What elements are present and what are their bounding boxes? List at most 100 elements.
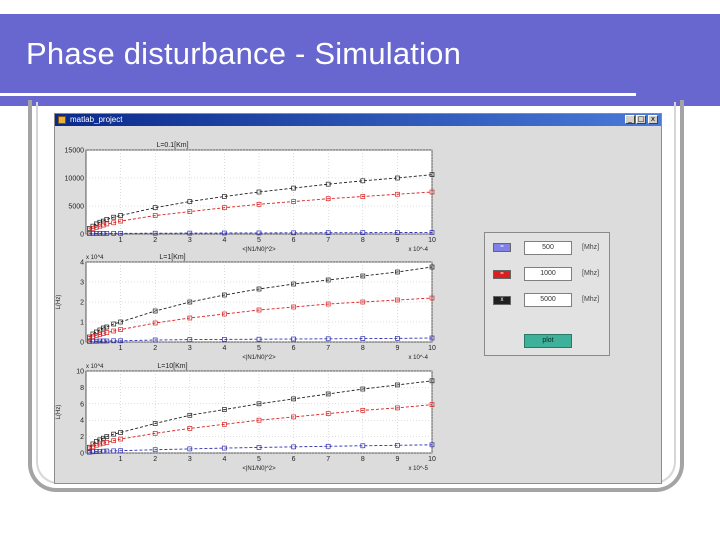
plot-3-ytick-label: 10 — [76, 369, 84, 376]
plot-2-series-2-point — [429, 295, 435, 301]
plot-1-xtick-label: 9 — [395, 237, 399, 244]
plot-3-ytick-label: 2 — [80, 434, 84, 441]
plot-3-series-1-point — [90, 441, 96, 447]
plot-2-series-3-point — [187, 337, 193, 342]
series-3-frequency-input[interactable]: 5000 — [524, 293, 572, 307]
plot-1-xtick-label: 7 — [326, 237, 330, 244]
plot-3-series-3-point — [94, 449, 99, 454]
plot-3-series-2-point — [256, 417, 262, 423]
plot-2-xtick-label: 5 — [257, 345, 261, 352]
plot-1-series-1-point — [325, 181, 331, 187]
plot-3-xtick-label: 3 — [188, 456, 192, 463]
plot-1-series-1-point — [152, 205, 158, 211]
plot-2-series-2-point — [104, 330, 110, 335]
plot-3-series-3-point — [256, 445, 262, 450]
plot-3-series-1-point — [256, 401, 262, 407]
plot-3-series-3-point — [97, 449, 103, 454]
plot-3-series-1-point — [222, 407, 227, 412]
plot-1-series-3-line — [89, 231, 433, 235]
maximize-button[interactable]: □ — [636, 115, 646, 124]
plot-1-series-3-point — [94, 231, 99, 236]
close-button[interactable]: x — [648, 115, 658, 124]
content-frame — [28, 100, 684, 492]
plot-1-series-1-point — [118, 213, 123, 218]
plot-3-series-1-point — [360, 386, 366, 392]
plot-1-series-1-point — [187, 199, 193, 204]
series-3-unit: [Mhz] — [582, 296, 600, 303]
plot-1-series-3-point — [256, 230, 262, 236]
plot-1-series-3-point — [360, 230, 366, 236]
plot-1-series-3-point — [104, 231, 110, 236]
plot-3-series-1-point — [104, 434, 110, 439]
series-2-frequency-input[interactable]: 1000 — [524, 267, 572, 281]
plot-2-series-3-point — [395, 336, 400, 341]
plot-2-series-2-point — [97, 332, 103, 337]
plot-3-series-2-point — [222, 421, 227, 427]
plot-1-series-1-point — [256, 189, 262, 195]
plot-2-series-1-point — [256, 286, 262, 292]
plot-3-series-2-point — [100, 440, 106, 446]
plot-2-xtick-label: 8 — [361, 345, 365, 352]
plot-2-series-2-point — [94, 333, 99, 338]
plot-2-series-1-point — [360, 273, 366, 279]
plot-2-x-exponent: x 10^-4 — [409, 355, 429, 361]
window-titlebar[interactable]: matlab_project _ □ x — [55, 114, 661, 126]
plot-2-series-3-point — [118, 338, 123, 344]
plot-1-series-3-point — [87, 231, 92, 236]
plot-1-series-2-point — [187, 209, 193, 214]
plot-2-xtick-label: 10 — [428, 345, 436, 352]
plot-3-series-2-point — [111, 438, 117, 444]
plot-3-ytick-label: 8 — [80, 385, 84, 392]
plot-3-xtick-label: 5 — [257, 456, 261, 463]
series-2-swatch: = — [493, 270, 511, 279]
plot-1-series-1-point — [111, 214, 117, 220]
plot-3-series-3-point — [325, 443, 331, 449]
plot-2-ytick-label: 1 — [80, 320, 84, 327]
plot-2-series-3-point — [291, 336, 296, 342]
plot-3-ytick-label: 4 — [80, 418, 84, 425]
plot-1-series-3-point — [111, 230, 117, 236]
plot-1-series-2-point — [256, 201, 262, 207]
plot-3-series-3-point — [90, 449, 96, 455]
plot-3-series-2-point — [291, 414, 296, 420]
plot-3-series-3-point — [111, 448, 117, 454]
plot-2-series-1-point — [325, 277, 331, 283]
plot-1-series-1-point — [291, 185, 296, 191]
plot-1-series-3-point — [325, 230, 331, 236]
plot-2-series-2-point — [100, 331, 106, 336]
plot-2-xtick-label: 9 — [395, 345, 399, 352]
plot-2-series-1-point — [152, 308, 158, 314]
plot-1-series-3-point — [118, 230, 123, 236]
plot-1-series-3-point — [187, 230, 193, 236]
plot-3-series-2-point — [94, 442, 99, 448]
plot-1-series-1-point — [395, 175, 400, 181]
plot-1-xtick-label: 8 — [361, 237, 365, 244]
plot-2-series-2-point — [152, 320, 158, 326]
plot-2-series-2-line — [89, 297, 433, 339]
plot-3-series-3-point — [360, 443, 366, 449]
plot-3-series-2-point — [325, 411, 331, 416]
plot-1-xtick-label: 3 — [188, 237, 192, 244]
minimize-button[interactable]: _ — [625, 115, 635, 124]
plot-3-series-1-point — [395, 382, 400, 388]
plot-3-series-2-point — [395, 405, 400, 411]
plot-1-ytick-label: 5000 — [68, 204, 84, 211]
plot-2-series-2-point — [187, 315, 193, 321]
plot-3-series-1-point — [291, 396, 296, 402]
plot-3-series-2-point — [152, 430, 158, 436]
plot-2-series-2-point — [256, 307, 262, 313]
header-band-corner — [600, 14, 720, 106]
plot-3-series-1-point — [111, 431, 117, 437]
plot-3-xlabel: <|N1/N0|^2> — [242, 466, 276, 472]
plot-1-series-2-point — [360, 194, 366, 199]
plot-2-series-2-point — [118, 327, 123, 332]
series-1-frequency-input[interactable]: 500 — [524, 241, 572, 255]
plot-2-series-3-point — [94, 338, 99, 344]
plot-button[interactable]: plot — [524, 334, 572, 348]
plot-1-series-1-point — [429, 172, 435, 177]
plot-1-series-3-point — [429, 230, 435, 235]
plot-3-xtick-label: 7 — [326, 456, 330, 463]
plot-3-y-exponent: x 10^4 — [86, 364, 104, 370]
plot-1-series-3-point — [100, 231, 106, 236]
series-1-swatch: = — [493, 243, 511, 252]
